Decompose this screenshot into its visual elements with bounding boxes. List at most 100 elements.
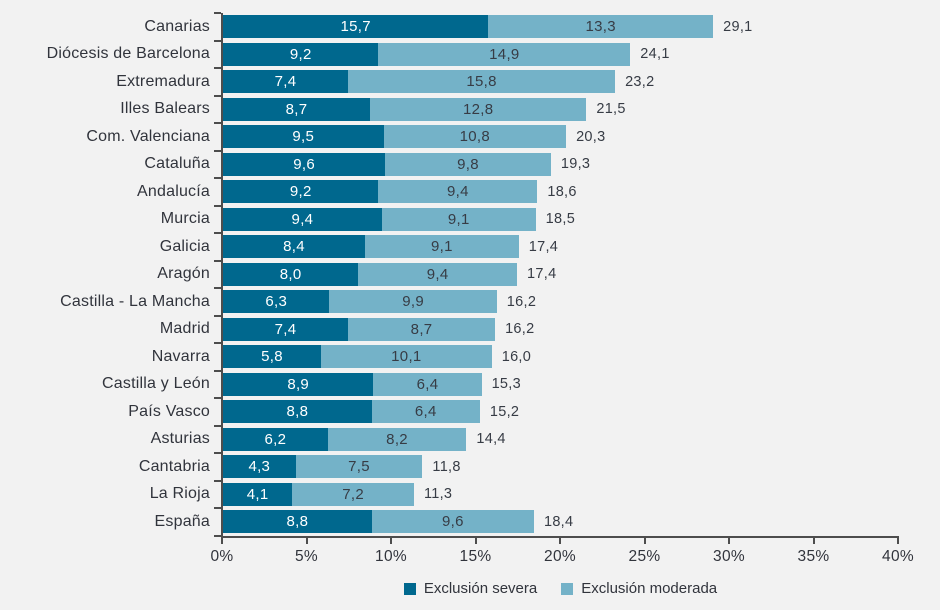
value-label: 9,5 bbox=[292, 128, 315, 146]
bar-group: 9,5 10,8 20,3 bbox=[223, 125, 899, 149]
value-label: 14,9 bbox=[489, 45, 520, 63]
y-tick bbox=[214, 67, 221, 69]
y-tick bbox=[214, 479, 221, 482]
value-label: 15,8 bbox=[466, 73, 497, 91]
value-label: 5,8 bbox=[261, 348, 283, 366]
bar-group: 8,7 12,8 21,5 bbox=[223, 97, 899, 121]
category-label: Castilla y León bbox=[102, 375, 210, 393]
value-label: 6,4 bbox=[414, 403, 437, 421]
total-label: 23,2 bbox=[625, 73, 655, 90]
bar-group: 8,4 9,1 17,4 bbox=[223, 235, 899, 259]
y-tick bbox=[214, 287, 221, 289]
value-label: 7,5 bbox=[348, 458, 370, 476]
category-label: Extremadura bbox=[116, 72, 210, 90]
y-tick bbox=[214, 397, 221, 399]
segment-moderada: 12,8 bbox=[370, 97, 587, 121]
chart-rows: Canarias 15,7 13,3 29,1 Diócesis de Barcelon… bbox=[0, 13, 940, 536]
value-label: 7,4 bbox=[274, 73, 297, 91]
x-tick-label: 25% bbox=[628, 548, 661, 565]
chart-row: La Rioja 4,1 7,2 11,3 bbox=[0, 481, 940, 509]
segment-severa: 8,0 bbox=[223, 262, 359, 286]
total-label: 16,2 bbox=[506, 293, 537, 310]
chart-row: País Vasco 8,8 6,4 15,2 bbox=[0, 398, 940, 426]
value-label: 8,8 bbox=[286, 513, 309, 531]
x-tick bbox=[390, 538, 392, 544]
segment-moderada: 9,8 bbox=[385, 152, 551, 176]
segment-moderada: 8,7 bbox=[348, 317, 496, 341]
chart-row: Diócesis de Barcelona 9,2 14,9 24,1 bbox=[0, 41, 940, 69]
chart-row: Illes Balears 8,7 12,8 21,5 bbox=[0, 96, 940, 124]
segment-moderada: 13,3 bbox=[488, 15, 714, 39]
value-label: 7,2 bbox=[342, 485, 364, 503]
category-label: Navarra bbox=[151, 347, 210, 365]
segment-severa: 6,3 bbox=[223, 290, 330, 314]
category-label: Castilla - La Mancha bbox=[60, 292, 210, 310]
legend: Exclusión severa Exclusión moderada bbox=[222, 580, 899, 597]
chart-row: Asturias 6,2 8,2 14,4 bbox=[0, 426, 940, 454]
bar-group: 9,6 9,8 19,3 bbox=[223, 152, 899, 176]
total-label: 15,3 bbox=[491, 376, 521, 393]
x-tick bbox=[474, 538, 477, 544]
value-label: 9,1 bbox=[430, 238, 453, 256]
chart-row: España 8,8 9,6 18,4 bbox=[0, 508, 940, 536]
segment-moderada: 10,8 bbox=[383, 125, 567, 149]
category-label: Cataluña bbox=[144, 155, 210, 173]
x-tick bbox=[221, 538, 223, 544]
segment-severa: 9,5 bbox=[223, 125, 384, 149]
value-label: 10,8 bbox=[459, 128, 490, 146]
y-tick bbox=[214, 314, 221, 317]
chart-row: Galicia 8,4 9,1 17,4 bbox=[0, 233, 940, 261]
legend-swatch-severa bbox=[403, 582, 416, 595]
segment-severa: 8,4 bbox=[223, 235, 365, 259]
segment-severa: 6,2 bbox=[223, 427, 328, 451]
segment-severa: 15,7 bbox=[223, 15, 489, 39]
legend-item-exclusion-severa: Exclusión severa bbox=[403, 580, 538, 597]
legend-label-severa: Exclusión severa bbox=[423, 580, 538, 597]
value-label: 12,8 bbox=[462, 100, 494, 118]
segment-moderada: 9,6 bbox=[371, 510, 534, 534]
total-label: 19,3 bbox=[560, 156, 591, 173]
value-label: 9,8 bbox=[457, 155, 479, 173]
category-label: Galicia bbox=[159, 237, 210, 255]
bar-group: 6,2 8,2 14,4 bbox=[223, 427, 899, 451]
segment-severa: 9,4 bbox=[223, 207, 382, 231]
y-tick bbox=[214, 369, 221, 372]
value-label: 8,2 bbox=[386, 430, 408, 448]
category-label: Illes Balears bbox=[120, 100, 210, 118]
segment-moderada: 10,1 bbox=[321, 345, 492, 369]
value-label: 7,4 bbox=[274, 320, 297, 338]
value-label: 9,1 bbox=[447, 210, 470, 228]
y-tick bbox=[214, 149, 221, 152]
category-label: Madrid bbox=[159, 320, 210, 338]
x-tick bbox=[897, 538, 899, 544]
segment-moderada: 15,8 bbox=[348, 70, 616, 94]
x-tick-label: 30% bbox=[713, 548, 745, 565]
bar-group: 8,0 9,4 17,4 bbox=[223, 262, 899, 286]
y-tick bbox=[214, 94, 221, 97]
bar-group: 8,8 6,4 15,2 bbox=[223, 400, 899, 424]
total-label: 21,5 bbox=[596, 101, 626, 118]
segment-severa: 8,7 bbox=[223, 97, 371, 121]
category-label: Com. Valenciana bbox=[86, 127, 210, 145]
bar-group: 7,4 15,8 23,2 bbox=[223, 70, 899, 94]
value-label: 9,4 bbox=[291, 210, 314, 228]
category-label: Cantabria bbox=[138, 457, 210, 475]
y-tick bbox=[214, 507, 221, 509]
category-label: Diócesis de Barcelona bbox=[46, 45, 210, 63]
total-label: 17,4 bbox=[527, 266, 557, 283]
segment-moderada: 9,4 bbox=[378, 180, 538, 204]
chart-row: Cantabria 4,3 7,5 11,8 bbox=[0, 453, 940, 481]
y-tick bbox=[214, 342, 221, 344]
chart-row: Castilla y León 8,9 6,4 15,3 bbox=[0, 371, 940, 399]
y-tick bbox=[214, 204, 221, 207]
chart-row: Extremadura 7,4 15,8 23,2 bbox=[0, 68, 940, 96]
total-label: 15,2 bbox=[489, 403, 520, 420]
bar-group: 8,9 6,4 15,3 bbox=[223, 372, 899, 396]
bar-group: 5,8 10,1 16,0 bbox=[223, 345, 899, 369]
value-label: 8,9 bbox=[287, 375, 310, 393]
bar-group: 4,3 7,5 11,8 bbox=[223, 455, 899, 479]
segment-severa: 9,6 bbox=[223, 152, 386, 176]
chart-row: Castilla - La Mancha 6,3 9,9 16,2 bbox=[0, 288, 940, 316]
y-tick bbox=[214, 452, 221, 454]
category-label: España bbox=[154, 512, 210, 530]
